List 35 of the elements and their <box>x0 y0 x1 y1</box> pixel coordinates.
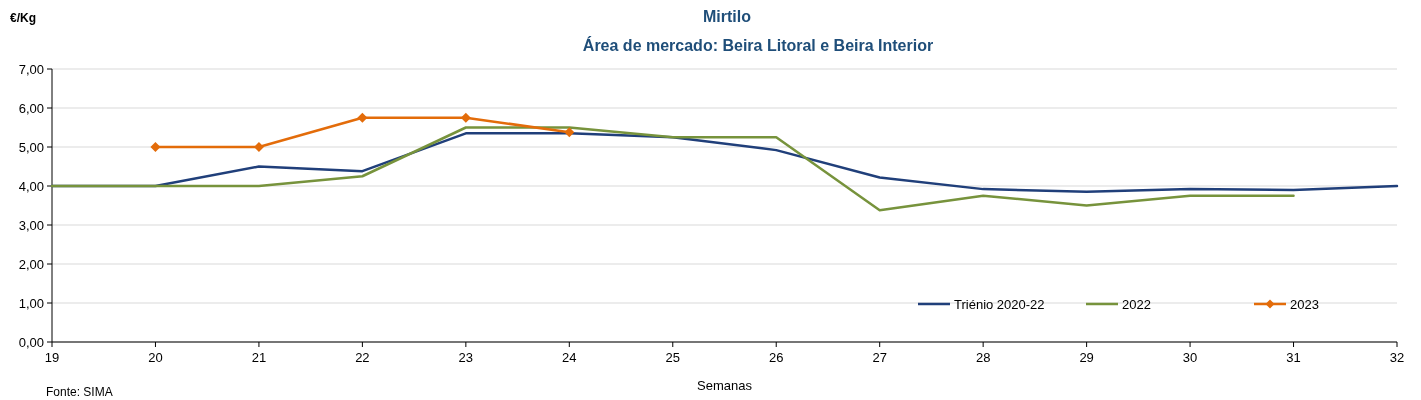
x-axis-title: Semanas <box>697 378 753 393</box>
x-tick-label: 24 <box>562 350 577 365</box>
y-tick-label: 0,00 <box>18 334 44 350</box>
x-tick-label: 23 <box>458 350 474 365</box>
y-tick-label: 4,00 <box>18 178 44 194</box>
x-tick-label: 25 <box>665 350 680 365</box>
point <box>357 112 368 123</box>
point <box>150 142 161 152</box>
x-tick-label: 30 <box>1182 350 1198 365</box>
point <box>564 127 575 138</box>
y-tick-label: 7,00 <box>18 61 44 77</box>
x-tick-label: 32 <box>1389 350 1405 365</box>
x-tick-label: 20 <box>148 350 163 365</box>
x-tick-label: 31 <box>1286 350 1301 365</box>
x-tick-label: 26 <box>769 350 784 365</box>
x-tick-label: 21 <box>251 350 267 365</box>
x-tick-label: 29 <box>1079 350 1094 365</box>
chart-subtitle: Área de mercado: Beira Litoral e Beira Interior <box>582 36 934 54</box>
legend-label: 2023 <box>1290 296 1319 312</box>
legend-label: Triénio 2020-22 <box>954 296 1045 312</box>
chart-title: Mirtilo <box>703 8 752 25</box>
x-tick-label: 27 <box>872 350 887 365</box>
y-tick-label: 2,00 <box>18 256 44 272</box>
x-tick-label: 28 <box>975 350 991 365</box>
point <box>460 112 471 123</box>
line-series <box>50 126 1295 212</box>
y-tick-label: 6,00 <box>18 100 44 116</box>
y-axis-title: €/Kg <box>10 11 37 25</box>
y-tick-label: 5,00 <box>18 139 44 155</box>
x-tick-label: 19 <box>44 350 60 365</box>
y-tick-label: 3,00 <box>18 217 44 233</box>
legend-label: 2022 <box>1122 296 1151 312</box>
y-tick-label: 1,00 <box>18 295 44 311</box>
source-note: Fonte: SIMA <box>46 385 113 399</box>
x-tick-label: 22 <box>355 350 370 365</box>
